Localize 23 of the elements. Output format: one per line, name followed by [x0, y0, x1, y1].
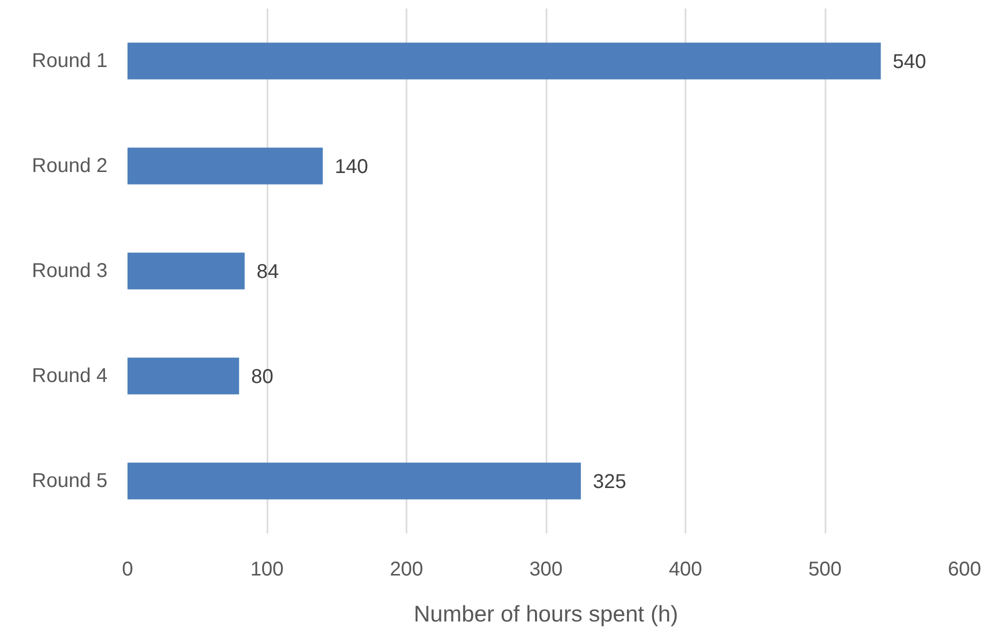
- data-label: 80: [251, 366, 274, 388]
- y-tick-label: Round 5: [32, 470, 108, 492]
- data-label: 84: [256, 261, 279, 283]
- data-label: 325: [592, 471, 626, 493]
- x-axis-title: Number of hours spent (h): [414, 600, 678, 626]
- bar: [128, 148, 323, 184]
- data-label: 540: [892, 51, 926, 73]
- data-label: 140: [334, 156, 368, 178]
- x-tick-label: 400: [668, 558, 702, 580]
- x-tick-label: 300: [529, 558, 563, 580]
- y-tick-label: Round 4: [32, 365, 108, 387]
- x-tick-label: 0: [122, 558, 134, 580]
- x-tick-label: 500: [808, 558, 842, 580]
- x-tick-label: 100: [250, 558, 284, 580]
- bar: [128, 42, 881, 80]
- y-tick-label: Round 2: [32, 155, 108, 177]
- bar: [128, 462, 581, 500]
- x-tick-label: 200: [390, 558, 424, 580]
- bar: [128, 252, 245, 290]
- x-tick-label: 600: [948, 558, 982, 580]
- y-tick-label: Round 3: [32, 260, 108, 282]
- bar: [128, 358, 240, 394]
- y-tick-label: Round 1: [32, 50, 108, 72]
